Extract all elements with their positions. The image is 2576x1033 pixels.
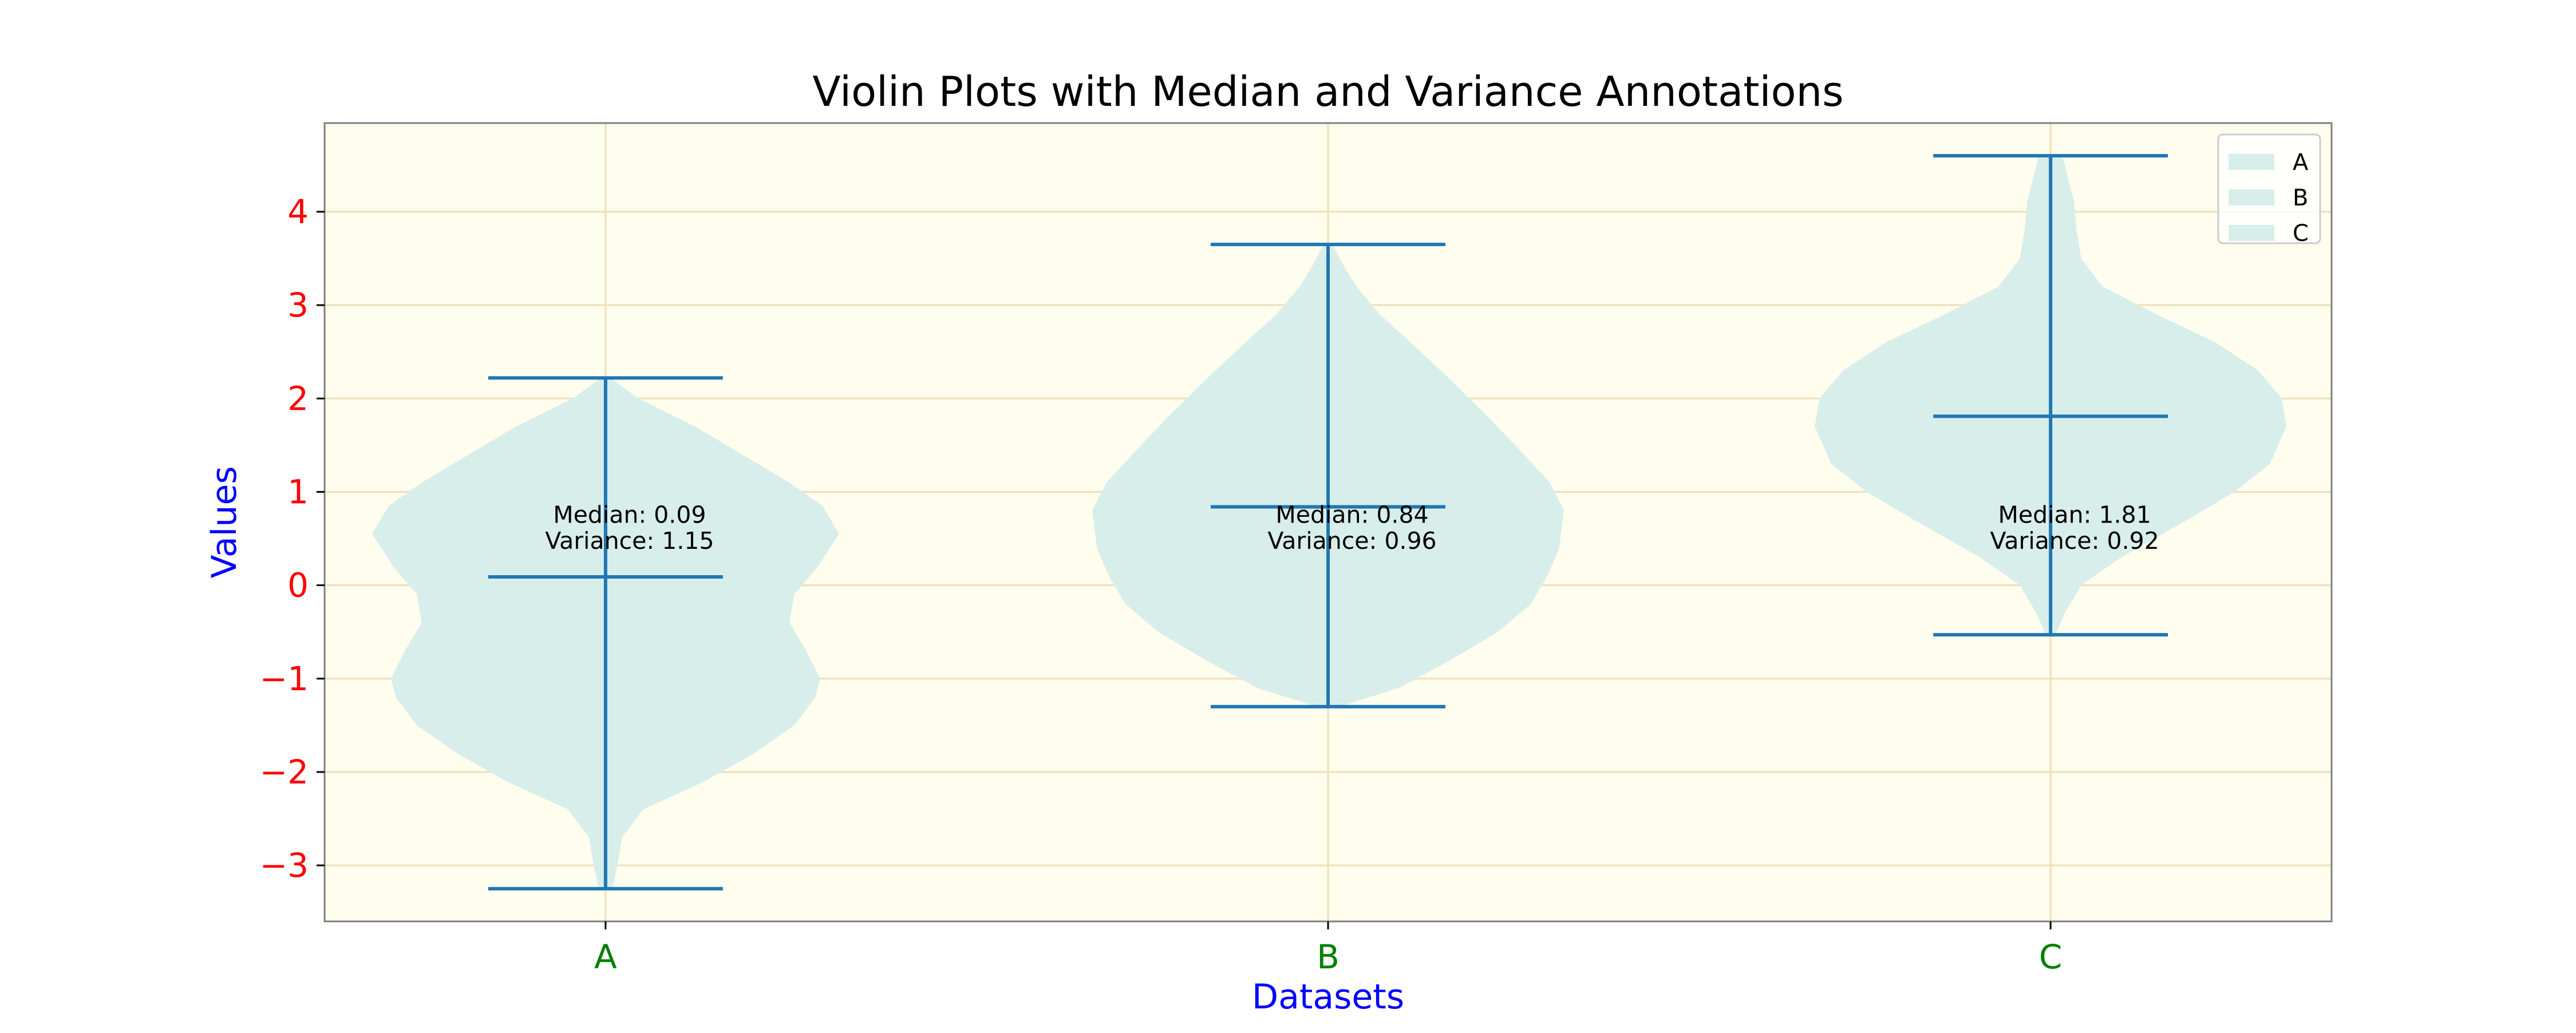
x-axis-ticks: A B C — [594, 921, 2062, 976]
variance-annotation-C: Variance: 0.92 — [1990, 527, 2159, 555]
y-tick-label: 2 — [287, 379, 309, 418]
median-annotation-C: Median: 1.81 — [1998, 501, 2151, 528]
y-tick-label: −3 — [260, 846, 309, 885]
legend-swatch — [2229, 154, 2274, 170]
x-axis-label: Datasets — [1252, 977, 1404, 1017]
x-tick-label: A — [594, 937, 617, 976]
y-axis-label: Values — [204, 466, 244, 578]
y-tick-label: 4 — [287, 192, 309, 231]
y-tick-label: −2 — [260, 753, 309, 791]
legend-label: A — [2293, 149, 2309, 176]
variance-annotation-B: Variance: 0.96 — [1267, 527, 1436, 555]
y-tick-label: 0 — [287, 566, 309, 605]
y-tick-label: −1 — [260, 659, 309, 698]
chart-title: Violin Plots with Median and Variance An… — [812, 68, 1843, 116]
legend-label: B — [2293, 185, 2308, 211]
variance-annotation-A: Variance: 1.15 — [545, 527, 714, 555]
legend: ABC — [2217, 133, 2321, 247]
legend-label: C — [2293, 220, 2309, 247]
median-annotation-B: Median: 0.84 — [1275, 501, 1428, 528]
legend-swatch — [2229, 225, 2274, 241]
y-axis-ticks: −3 −2 −1 0 1 2 3 4 — [260, 192, 325, 885]
y-tick-label: 3 — [287, 286, 309, 324]
median-annotation-A: Median: 0.09 — [553, 501, 706, 528]
stat-lines — [488, 154, 2168, 890]
legend-swatch — [2229, 189, 2274, 205]
x-tick-label: C — [2039, 937, 2063, 976]
x-tick-label: B — [1317, 937, 1340, 976]
y-tick-label: 1 — [287, 472, 309, 511]
